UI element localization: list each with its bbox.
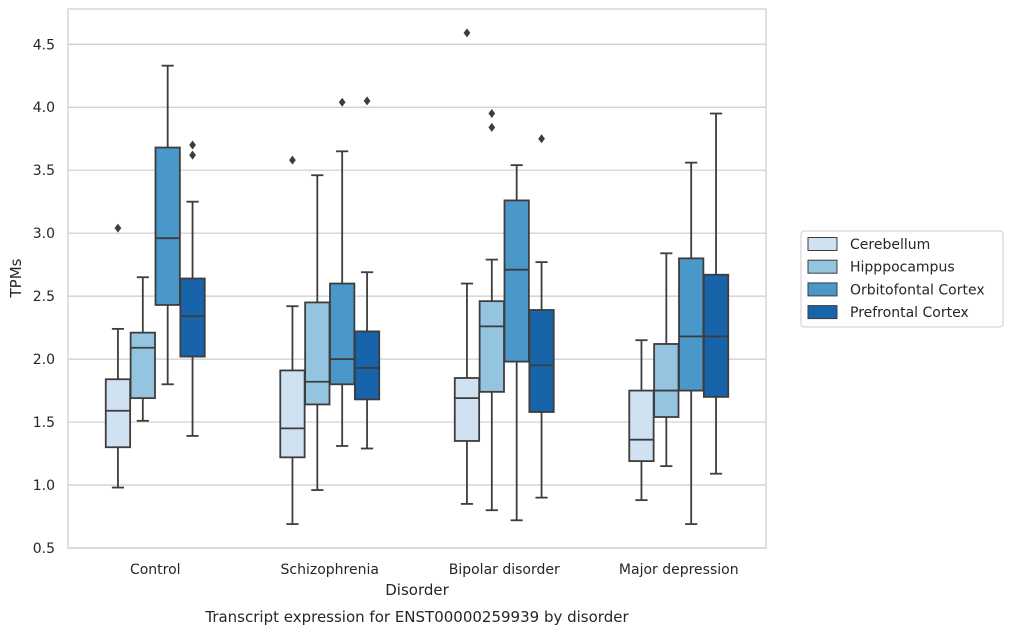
outlier-point bbox=[538, 134, 545, 144]
box-iqr bbox=[179, 277, 206, 358]
outlier-point bbox=[189, 140, 196, 150]
plot-area-frame bbox=[67, 8, 767, 549]
box-group bbox=[154, 64, 181, 386]
box-group bbox=[304, 174, 331, 491]
x-tick-label: Schizophrenia bbox=[281, 562, 379, 578]
outlier-point bbox=[463, 28, 471, 38]
box-iqr bbox=[653, 343, 680, 418]
box-group bbox=[279, 155, 306, 525]
box-iqr bbox=[329, 282, 356, 386]
box-group bbox=[329, 97, 356, 447]
y-tick-label: 1.0 bbox=[33, 478, 55, 494]
outlier-point bbox=[338, 97, 346, 107]
x-axis-label: Disorder bbox=[385, 581, 449, 599]
outlier-point bbox=[488, 109, 496, 119]
box-iqr bbox=[628, 389, 655, 463]
outlier-point bbox=[289, 155, 296, 165]
box-iqr bbox=[129, 331, 156, 400]
y-tick-label: 4.0 bbox=[33, 100, 55, 116]
x-axis-ticks: Control Schizophrenia Bipolar disorder Majo… bbox=[130, 562, 739, 578]
box-group bbox=[353, 96, 381, 450]
y-tick-label: 3.5 bbox=[33, 163, 55, 179]
box-iqr bbox=[478, 300, 505, 393]
y-tick-label: 0.5 bbox=[33, 541, 55, 557]
x-tick-label: Major depression bbox=[619, 562, 739, 578]
legend-swatch bbox=[807, 259, 838, 274]
box-iqr bbox=[453, 377, 481, 442]
y-tick-label: 4.5 bbox=[33, 37, 55, 53]
box-group bbox=[653, 252, 680, 468]
outlier-point bbox=[488, 122, 496, 132]
box-group bbox=[478, 109, 505, 512]
legend-label: Hipppocampus bbox=[850, 260, 955, 276]
boxes bbox=[104, 28, 730, 525]
box-group bbox=[503, 164, 530, 522]
box-group bbox=[129, 276, 156, 422]
legend-swatch bbox=[807, 237, 838, 251]
y-tick-label: 2.0 bbox=[33, 352, 55, 368]
y-axis-label: TPMs bbox=[7, 258, 25, 298]
outlier-point bbox=[363, 96, 371, 106]
y-tick-label: 3.0 bbox=[33, 226, 55, 242]
box-iqr bbox=[353, 330, 381, 401]
chart-caption: Transcript expression for ENST0000025993… bbox=[204, 608, 629, 626]
box-iqr bbox=[104, 378, 132, 449]
box-group bbox=[528, 134, 555, 499]
box-iqr bbox=[503, 199, 530, 363]
box-group bbox=[628, 339, 655, 502]
box-iqr bbox=[678, 257, 705, 392]
x-tick-label: Bipolar disorder bbox=[449, 562, 560, 578]
legend-swatch bbox=[807, 282, 838, 297]
legend-label: Cerebellum bbox=[850, 237, 930, 253]
box-group bbox=[702, 112, 730, 475]
box-iqr bbox=[304, 301, 331, 406]
legend: Cerebellum Hipppocampus Orbitofontal Corte… bbox=[800, 230, 1004, 328]
box-iqr bbox=[279, 369, 306, 459]
box-group bbox=[678, 161, 705, 525]
y-tick-label: 1.5 bbox=[33, 415, 55, 431]
box-group bbox=[104, 223, 132, 489]
box-iqr bbox=[528, 309, 555, 413]
x-tick-label: Control bbox=[130, 562, 181, 578]
y-axis-ticks: 0.5 1.0 1.5 2.0 2.5 3.0 3.5 4.0 4.5 bbox=[33, 37, 55, 557]
box-group bbox=[179, 140, 206, 437]
legend-frame bbox=[800, 230, 1004, 328]
legend-label: Prefrontal Cortex bbox=[850, 305, 969, 321]
outlier-point bbox=[114, 223, 122, 233]
box-group bbox=[453, 28, 481, 505]
y-tick-label: 2.5 bbox=[33, 289, 55, 305]
box-iqr bbox=[154, 146, 181, 306]
legend-label: Orbitofontal Cortex bbox=[850, 282, 985, 298]
legend-swatch bbox=[807, 305, 838, 320]
outlier-point bbox=[189, 150, 196, 160]
